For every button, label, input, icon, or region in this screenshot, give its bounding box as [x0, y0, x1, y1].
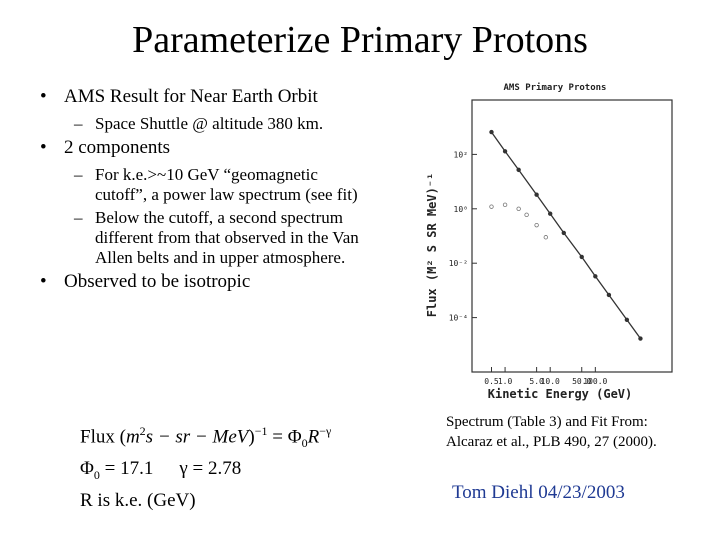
formula: R is k.e. (GeV): [80, 490, 196, 511]
data-point: [606, 292, 612, 298]
formula-part: s − sr − MeV: [145, 426, 249, 448]
x-axis-label: Kinetic Energy (GeV): [488, 387, 633, 401]
data-point: [638, 336, 643, 341]
data-point: [489, 129, 494, 135]
x-tick-label: 5.0: [529, 377, 544, 386]
formula: Φ0 = 17.1 γ = 2.78: [80, 458, 241, 483]
x-tick-label: 10.0: [541, 377, 560, 386]
caption-line: Alcaraz et al., PLB 490, 27 (2000).: [446, 434, 657, 450]
data-point: [534, 192, 539, 197]
formula-part: 0: [301, 436, 308, 451]
x-tick-label: 100.0: [583, 377, 607, 386]
caption-line: Spectrum (Table 3) and Fit From:: [446, 414, 648, 430]
formula-part: = Φ: [267, 426, 302, 448]
data-point: [543, 235, 549, 240]
y-tick-label: 10⁻²: [449, 259, 468, 268]
formula: Flux (m2s − sr − MeV)−1 = Φ0R−γ: [80, 424, 331, 451]
author: Tom Diehl 04/23/2003: [452, 482, 625, 503]
data-point: [561, 230, 566, 236]
formula-part: ): [248, 426, 255, 448]
data-point: [579, 254, 584, 260]
data-point: [524, 212, 529, 218]
formula-part: Flux (: [80, 426, 126, 448]
plot-frame: [471, 99, 673, 373]
formula-part: 2: [139, 424, 146, 438]
sub-bullet: For k.e.>~10 GeV “geomagnetic cutoff”, a…: [36, 165, 366, 205]
caption: Spectrum (Table 3) and Fit From: Alcaraz …: [446, 412, 657, 452]
formula-part: −1: [254, 424, 268, 438]
x-tick-label: 50.0: [572, 377, 591, 386]
slide-title: Parameterize Primary Protons: [132, 19, 588, 61]
formula-part: R: [307, 426, 320, 448]
fit-line: [490, 131, 641, 339]
formula-part: m: [125, 426, 140, 448]
data-point: [547, 211, 553, 216]
data-point: [534, 222, 539, 228]
formula-part: 0: [93, 467, 100, 482]
sub-bullet: Below the cutoff, a second spectrum diff…: [36, 208, 366, 268]
data-point: [489, 204, 494, 209]
bullet: AMS Result for Near Earth Orbit: [36, 86, 366, 108]
bullet: Observed to be isotropic: [36, 271, 366, 293]
formula-part: = 17.1: [99, 458, 154, 479]
data-point: [516, 167, 521, 173]
data-point: [502, 149, 508, 154]
data-point: [516, 206, 521, 211]
sub-bullet: Space Shuttle @ altitude 380 km.: [36, 114, 366, 134]
y-tick-label: 10⁻⁴: [449, 314, 468, 323]
x-tick-label: 1.0: [498, 377, 513, 386]
formula-part: Φ: [80, 458, 94, 479]
y-tick-label: 10⁰: [454, 205, 468, 214]
y-axis-label: Flux (M² S SR MeV)⁻¹: [425, 173, 439, 318]
formula-part: −γ: [319, 424, 332, 438]
x-tick-label: 0.5: [484, 377, 499, 386]
data-point: [624, 317, 630, 323]
chart-title: AMS Primary Protons: [504, 82, 607, 93]
formula-part: γ = 2.78: [179, 458, 242, 479]
bullet-list: AMS Result for Near Earth Orbit Space Shu…: [36, 86, 366, 299]
data-point: [502, 202, 508, 208]
bullet: 2 components: [36, 137, 366, 159]
y-tick-label: 10²: [454, 150, 468, 159]
data-point: [593, 274, 598, 279]
